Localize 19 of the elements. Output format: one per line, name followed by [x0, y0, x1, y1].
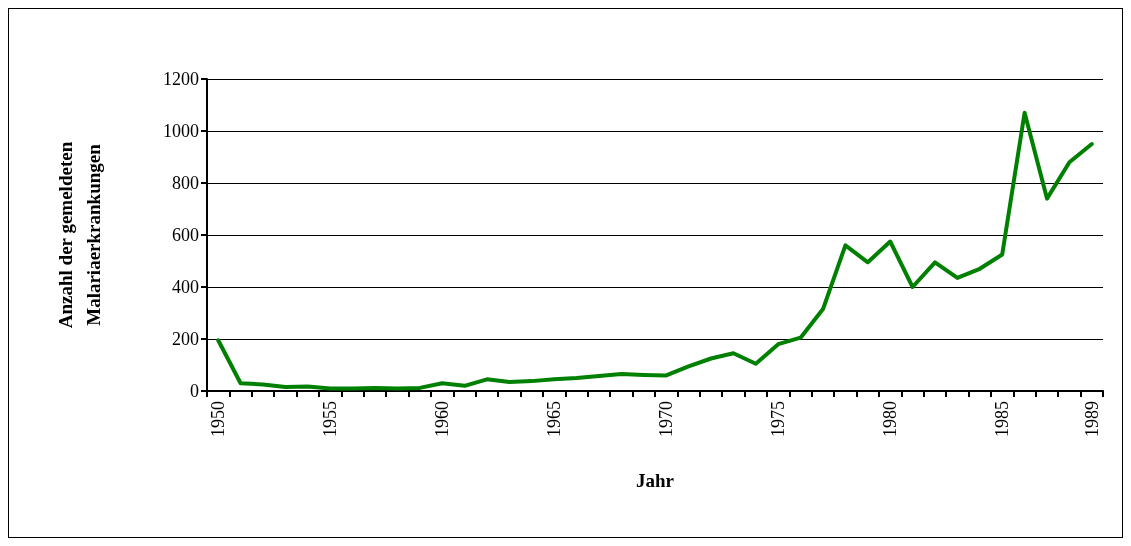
- y-tick-label: 800: [172, 173, 199, 193]
- x-tick-label: 1989: [1081, 401, 1102, 437]
- y-tick-label: 1200: [163, 69, 199, 89]
- x-tick-label: 1955: [320, 401, 341, 437]
- y-tick-label: 1000: [163, 121, 199, 141]
- y-axis-title: Anzahl der gemeldeten Malariaerkrankungen: [54, 141, 104, 329]
- y-tick-label: 400: [172, 277, 199, 297]
- x-tick-label: 1950: [208, 401, 229, 437]
- x-axis-title: Jahr: [636, 470, 675, 491]
- line-series: [216, 110, 1094, 391]
- y-tick-label: 200: [172, 329, 199, 349]
- x-tick-label: 1980: [880, 401, 901, 437]
- y-tick-label: 600: [172, 225, 199, 245]
- x-tick-label: 1970: [656, 401, 677, 437]
- y-tick-label: 0: [190, 381, 199, 401]
- x-tick-label: 1985: [992, 401, 1013, 437]
- x-tick-label: 1960: [432, 401, 453, 437]
- x-tick-label: 1965: [544, 401, 565, 437]
- x-tick-label: 1975: [768, 401, 789, 437]
